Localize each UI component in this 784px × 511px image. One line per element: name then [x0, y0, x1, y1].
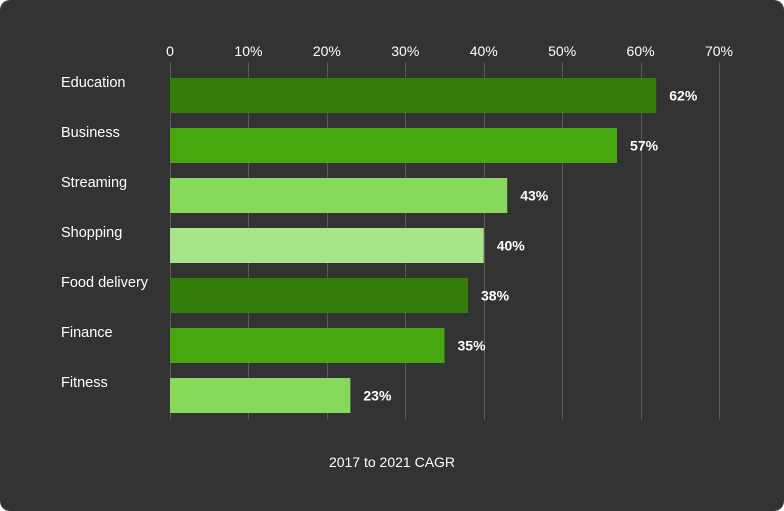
bar: [170, 78, 657, 113]
category-label: Shopping: [61, 225, 122, 241]
category-label: Fitness: [61, 375, 108, 391]
category-labels: Education Business Streaming Shopping Food d…: [61, 75, 149, 391]
value-label: 43%: [520, 188, 549, 204]
value-label: 57%: [630, 138, 659, 154]
value-label: 23%: [363, 388, 392, 404]
bar: [170, 378, 351, 413]
x-tick-label: 20%: [313, 43, 341, 59]
x-tick-label: 70%: [705, 43, 733, 59]
x-axis-ticks: 0 10% 20% 30% 40% 50% 60% 70%: [166, 43, 733, 59]
x-tick-label: 60%: [627, 43, 655, 59]
x-tick-label: 0: [166, 43, 174, 59]
x-axis-title: 2017 to 2021 CAGR: [329, 454, 455, 470]
category-label: Food delivery: [61, 275, 149, 291]
value-label: 38%: [481, 288, 510, 304]
value-label: 62%: [669, 88, 698, 104]
value-label: 35%: [458, 338, 487, 354]
bar: [170, 328, 445, 363]
bar: [170, 278, 469, 313]
bar: [170, 178, 508, 213]
category-label: Business: [61, 125, 120, 141]
category-label: Streaming: [61, 175, 127, 191]
x-tick-label: 40%: [470, 43, 498, 59]
bars: [170, 78, 657, 413]
category-label: Education: [61, 75, 126, 91]
category-label: Finance: [61, 325, 113, 341]
bar: [170, 128, 618, 163]
x-tick-label: 10%: [234, 43, 262, 59]
bar: [170, 228, 484, 263]
value-labels: 62% 57% 43% 40% 38% 35% 23%: [363, 88, 697, 404]
value-label: 40%: [497, 238, 526, 254]
x-tick-label: 50%: [548, 43, 576, 59]
x-tick-label: 30%: [391, 43, 419, 59]
